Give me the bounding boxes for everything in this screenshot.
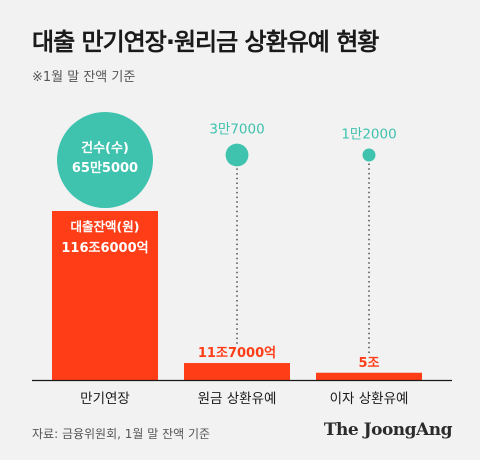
bar bbox=[52, 211, 158, 380]
publisher-logo: The JoongAng bbox=[323, 420, 453, 440]
count-label: 3만7000 bbox=[209, 122, 264, 138]
count-label: 65만5000 bbox=[72, 160, 138, 176]
count-bubble bbox=[225, 143, 249, 167]
x-tick-label: 원금 상환유예 bbox=[198, 391, 277, 407]
page-subtitle: ※1월 말 잔액 기준 bbox=[32, 70, 136, 85]
bar-value-label: 116조6000억 bbox=[61, 241, 148, 256]
x-tick-label: 만기연장 bbox=[80, 391, 130, 407]
bar-value-label: 11조7000억 bbox=[198, 346, 276, 361]
bar bbox=[184, 363, 290, 380]
bar bbox=[316, 372, 422, 380]
bar-series-label: 대출잔액(원) bbox=[71, 219, 140, 234]
count-label: 1만2000 bbox=[341, 127, 396, 143]
bubble-series-label: 건수(수) bbox=[81, 140, 129, 156]
bar-value-label: 5조 bbox=[358, 356, 379, 371]
source-note: 자료: 금융위원회, 1월 말 잔액 기준 bbox=[32, 427, 211, 441]
page-title: 대출 만기연장·원리금 상환유예 현황 bbox=[32, 28, 379, 56]
count-bubble bbox=[57, 112, 153, 208]
x-tick-label: 이자 상환유예 bbox=[330, 391, 409, 407]
count-bubble bbox=[362, 148, 376, 162]
